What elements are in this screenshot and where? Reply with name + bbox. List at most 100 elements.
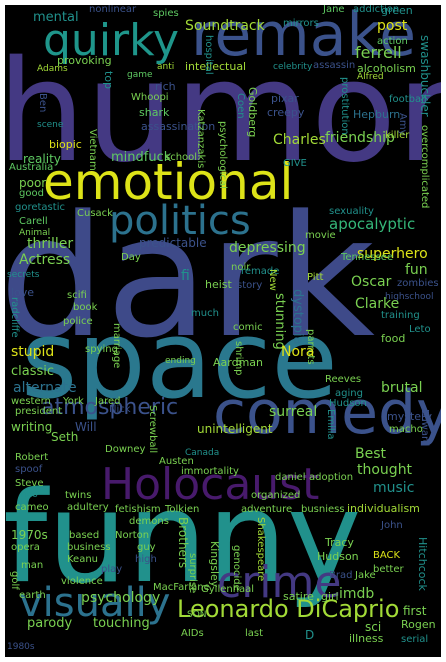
word-adventure: adventure [241,504,293,515]
word-zombies: zombies [397,278,439,289]
word-parrots: parrots [305,329,316,365]
word-brad: Brad [329,570,353,581]
word-heist: heist [205,278,232,291]
word-canada: Canada [185,448,220,458]
word-adultery: adultery [67,502,109,513]
word-thriller: thriller [27,236,74,252]
word-opera: opera [11,542,40,553]
word-individualism: individualism [347,502,420,515]
word-school: school [165,152,198,163]
word-hudson: Hudson [329,398,367,409]
word-shark: shark [139,106,170,119]
word-assassin: assassin [313,60,356,71]
word-imdb: imdb [339,586,375,602]
word-charles: Charles [273,132,326,148]
word-nonlinear: nonlinear [89,5,137,15]
word-provoking: provoking [57,54,112,67]
word-hudson-2: Hudson [317,550,359,563]
word-vietnam: Vietnam [87,129,98,171]
word-parody: parody [27,616,73,631]
word-macfarlane: MacFarlane [153,582,210,593]
word-top: top [102,71,115,90]
word-intellectual: intellectual [185,60,247,73]
word-austen: Austen [159,456,194,467]
word-rich: rich [155,80,176,93]
word-killer: killer [385,130,410,141]
word-nora: Nora [281,344,315,360]
word-touching: touching [93,616,150,631]
word-busniess: busniess [301,504,345,515]
word-funny: funny [5,464,362,611]
word-cloud-panel: humor dark funny space emotional comedy … [5,5,441,657]
word-holocaust: Holocaust [101,459,320,510]
word-amy: Amy [397,113,408,136]
word-based: based [69,530,100,541]
word-oscar: Oscar [351,274,392,290]
word-australia: Australia [9,162,54,173]
word-love: love [11,286,35,299]
word-atmospheric: atmospheric [41,395,179,420]
word-jake: Jake [355,570,376,581]
word-york: York [63,396,84,407]
word-anti: anti [157,62,175,72]
word-tracy: Tracy [325,536,354,549]
word-emotional: emotional [43,153,294,211]
word-shrimp: shrimp [233,341,244,376]
word-mystery: mystery [387,410,433,423]
word-pitt: Pitt [307,272,324,283]
word-predictable: predictable [139,236,207,250]
word-ben: Ben [37,93,48,113]
word-action: action [377,36,408,47]
word-kingsley: Kingsley [208,541,221,588]
word-whoopi: Whoopi [131,92,169,103]
word-immortality: immortality [181,466,239,477]
word-quirky: quirky [43,15,180,66]
word-clarke: Clarke [355,296,400,312]
word-goldberg: Goldberg [246,87,259,138]
word-mindfuck: mindfuck [111,150,172,165]
word-play: play [101,564,123,575]
word-demons: demons [129,516,169,527]
word-surprise: surprise [187,553,198,594]
word-politics: politics [109,198,251,244]
word-spoof: spoof [15,464,43,475]
word-much: much [191,308,219,319]
word-stunning: stunning [272,293,287,350]
word-rogen: Rogen [401,618,436,631]
word-police: police [63,316,93,327]
word-story: story [237,280,263,291]
word-soundtrack: Soundtrack [185,18,265,34]
word-superhero: superhero [357,246,428,262]
word-book: book [73,302,98,313]
word-new: New [267,269,278,291]
word-adams: Adams [37,64,68,74]
word-animal: Animal [19,228,51,238]
word-john: John [381,520,403,531]
word-jared: Jared [95,396,121,407]
word-green-top: green [381,5,413,17]
word-leto: Leto [409,324,431,335]
word-highschool: highschool [385,292,434,302]
word-classic: classic [11,364,55,379]
word-robert: Robert [15,452,49,463]
word-noir: noir [231,262,251,273]
word-golf: golf [9,571,20,590]
word-son: SON [187,610,207,620]
word-dark: dark [5,179,375,375]
word-downey: Downey [105,444,146,455]
word-katzanzakis: Katzanzakis [195,109,206,169]
word-keanu: Keanu [67,554,99,565]
word-seth: Seth [51,430,79,444]
word-carell: Carell [19,216,48,227]
word-scifi: scifi [67,290,87,301]
word-goretastic: goretastic [15,202,65,213]
word-gyllenhaal: Gyllenhaal [201,584,255,595]
word-spying: spying [85,344,118,355]
word-actress: Actress [19,252,71,268]
word-alcoholism: alcoholism [357,62,416,75]
word-aging: aging [335,388,363,399]
word-surreal: surreal [269,404,318,420]
word-sexuality: sexuality [329,206,374,217]
word-adoption: adoption [309,472,354,483]
